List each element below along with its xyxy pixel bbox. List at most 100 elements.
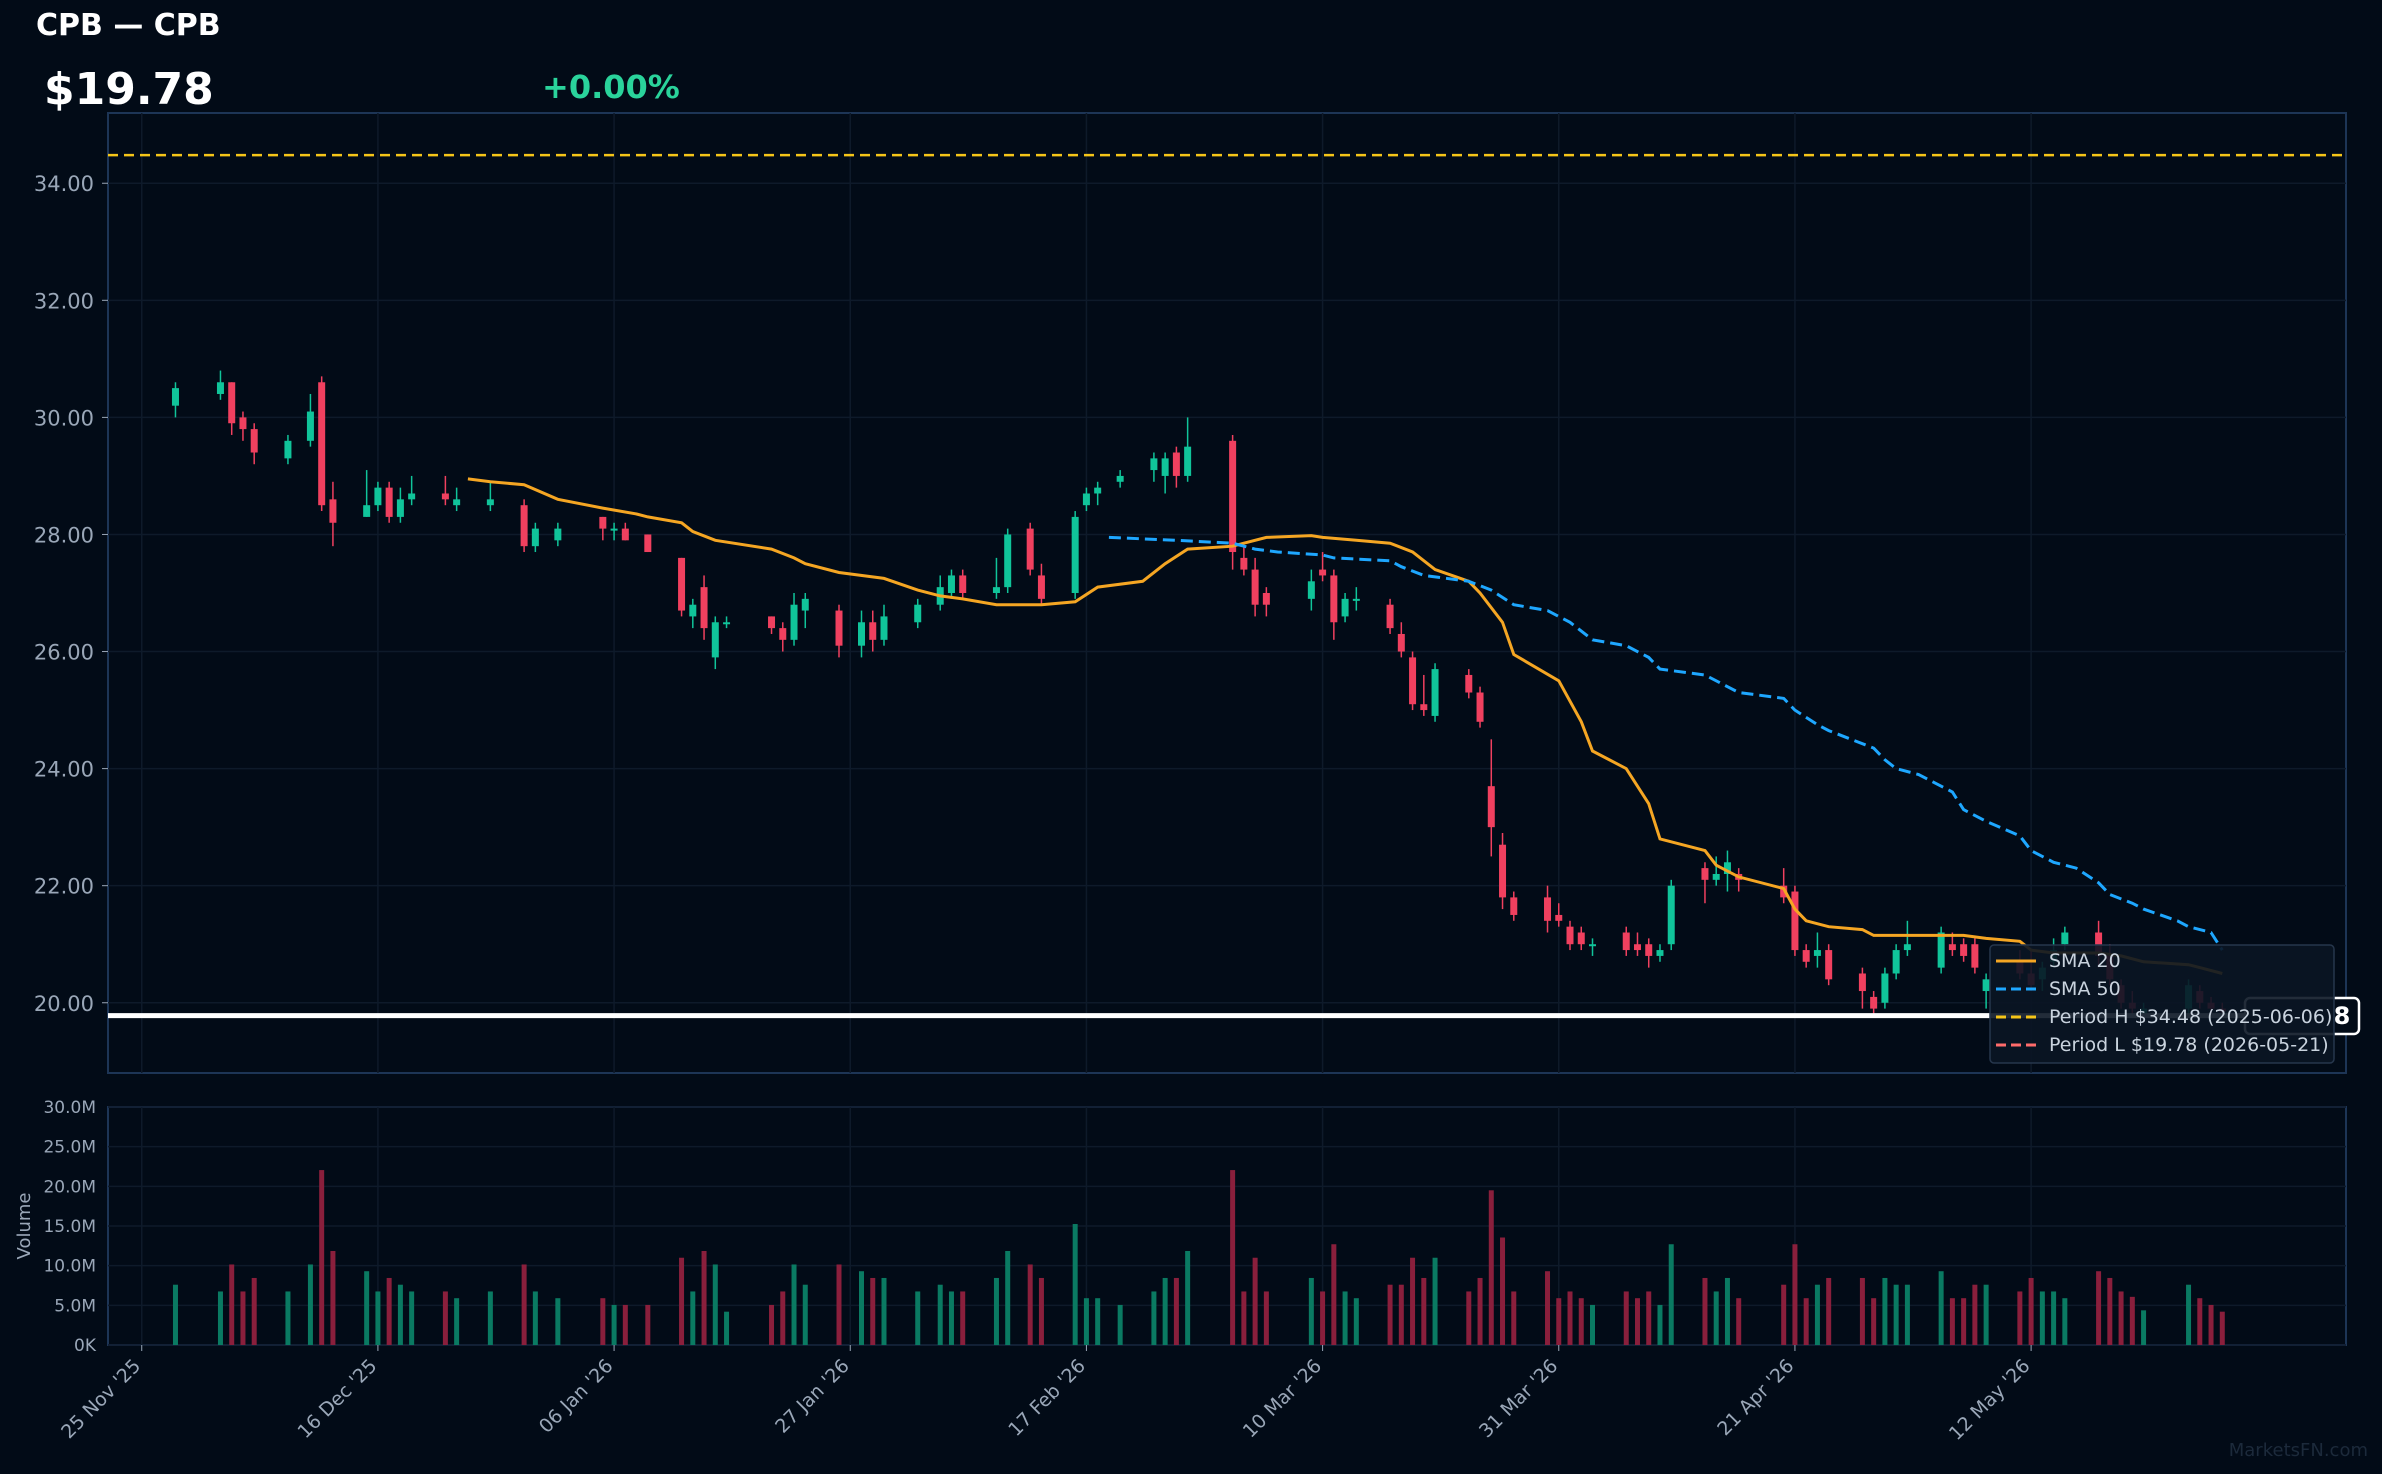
volume-bar (1668, 1244, 1674, 1345)
candle-body (1262, 593, 1270, 605)
volume-bar (1972, 1284, 1978, 1345)
volume-bar (521, 1264, 527, 1345)
volume-bar (285, 1291, 291, 1345)
volume-bar (2186, 1284, 2192, 1345)
volume-bar (836, 1264, 842, 1345)
volume-bar (1893, 1284, 1899, 1345)
volume-bar (611, 1304, 617, 1345)
volume-bar (1657, 1304, 1663, 1345)
candle-body (1622, 932, 1630, 951)
candle-body (1982, 979, 1990, 992)
volume-bar (1882, 1277, 1888, 1345)
grid-lines (108, 113, 2346, 1346)
volume-bar (1162, 1277, 1168, 1345)
volume-bar (1567, 1291, 1573, 1345)
volume-bar (1724, 1277, 1730, 1345)
candle-body (228, 382, 236, 424)
candle-body (396, 499, 404, 517)
candle-body (531, 528, 539, 547)
candle-body (1172, 452, 1180, 476)
volume-bar (172, 1284, 178, 1345)
candle-body (779, 628, 787, 640)
candle-body (678, 557, 686, 611)
volume-bar (1095, 1298, 1101, 1345)
volume-bar (1792, 1244, 1798, 1345)
candle-body (1589, 944, 1597, 947)
candle-body (250, 429, 258, 453)
volume-bar (993, 1277, 999, 1345)
volume-bar (712, 1264, 718, 1345)
volume-bar (1342, 1291, 1348, 1345)
candle-body (1656, 950, 1664, 956)
date-tick-label: 16 Dec '25 (293, 1355, 381, 1443)
candle-body (947, 575, 955, 593)
candle-body (554, 528, 562, 541)
candle-body (610, 528, 618, 531)
candle-body (1094, 487, 1102, 494)
candle-body (1813, 950, 1821, 956)
volume-bar (915, 1291, 921, 1345)
volume-bar (1005, 1250, 1011, 1345)
candle-body (363, 505, 371, 517)
volume-bar (1904, 1284, 1910, 1345)
candle-body (318, 382, 326, 506)
candle-body (1476, 692, 1484, 722)
volume-tick-label: 30.0M (43, 1098, 96, 1118)
volume-bar (386, 1277, 392, 1345)
volume-bar (1398, 1284, 1404, 1345)
volume-bar (1263, 1291, 1269, 1345)
volume-bar (2017, 1291, 2023, 1345)
volume-bar (724, 1311, 730, 1345)
date-tick-label: 12 May '26 (1945, 1355, 2035, 1445)
volume-bar (1500, 1237, 1506, 1345)
candle-body (1645, 944, 1653, 956)
candle-body (621, 528, 629, 541)
volume-bar (2051, 1291, 2057, 1345)
candle-body (1510, 897, 1518, 915)
price-tick-label: 22.00 (34, 875, 94, 899)
candle-body (959, 575, 967, 593)
candle-body (992, 587, 1000, 593)
candle-body (1330, 575, 1338, 623)
price-tick-label: 32.00 (34, 289, 94, 313)
price-tick-label: 26.00 (34, 641, 94, 665)
candle-body (284, 440, 292, 459)
candle-body (1544, 897, 1552, 921)
volume-bar (881, 1277, 887, 1345)
volume-bar (645, 1304, 651, 1345)
volume-bar (1252, 1257, 1258, 1345)
volume-bar (364, 1271, 370, 1345)
date-tick-label: 27 Jan '26 (771, 1355, 854, 1438)
volume-bar (1590, 1304, 1596, 1345)
volume-bar (2096, 1271, 2102, 1345)
volume-tick-label: 25.0M (43, 1138, 96, 1158)
volume-bar (1488, 1190, 1494, 1345)
page-title: CPB — CPB (36, 8, 221, 43)
candle-body (329, 499, 337, 523)
volume-bar (1083, 1298, 1089, 1345)
price-tick-label: 30.00 (34, 406, 94, 430)
candle-body (1082, 493, 1090, 506)
volume-bar (1387, 1284, 1393, 1345)
candle-body (1240, 557, 1248, 570)
volume-bar (330, 1250, 336, 1345)
volume-bar (229, 1264, 235, 1345)
volume-bar (1466, 1291, 1472, 1345)
candle-body (700, 587, 708, 629)
candle-body (408, 493, 416, 500)
volume-bar (2107, 1277, 2113, 1345)
volume-bar (307, 1264, 313, 1345)
candle-body (1229, 440, 1237, 553)
legend-sma50: SMA 50 (2049, 978, 2121, 1000)
price-tick-label: 34.00 (34, 172, 94, 196)
candle-body (1004, 534, 1012, 588)
volume-bar (397, 1284, 403, 1345)
volume-bar (948, 1291, 954, 1345)
price-axis: 20.00 22.00 24.00 26.00 28.00 30.00 32.00 34.00 (34, 172, 108, 1016)
volume-bar (1736, 1298, 1742, 1345)
candle-body (1352, 598, 1360, 601)
candle-body (1431, 669, 1439, 716)
candle-body (1712, 873, 1720, 880)
candle-body (1386, 604, 1394, 629)
volume-tick-label: 0K (74, 1336, 97, 1356)
